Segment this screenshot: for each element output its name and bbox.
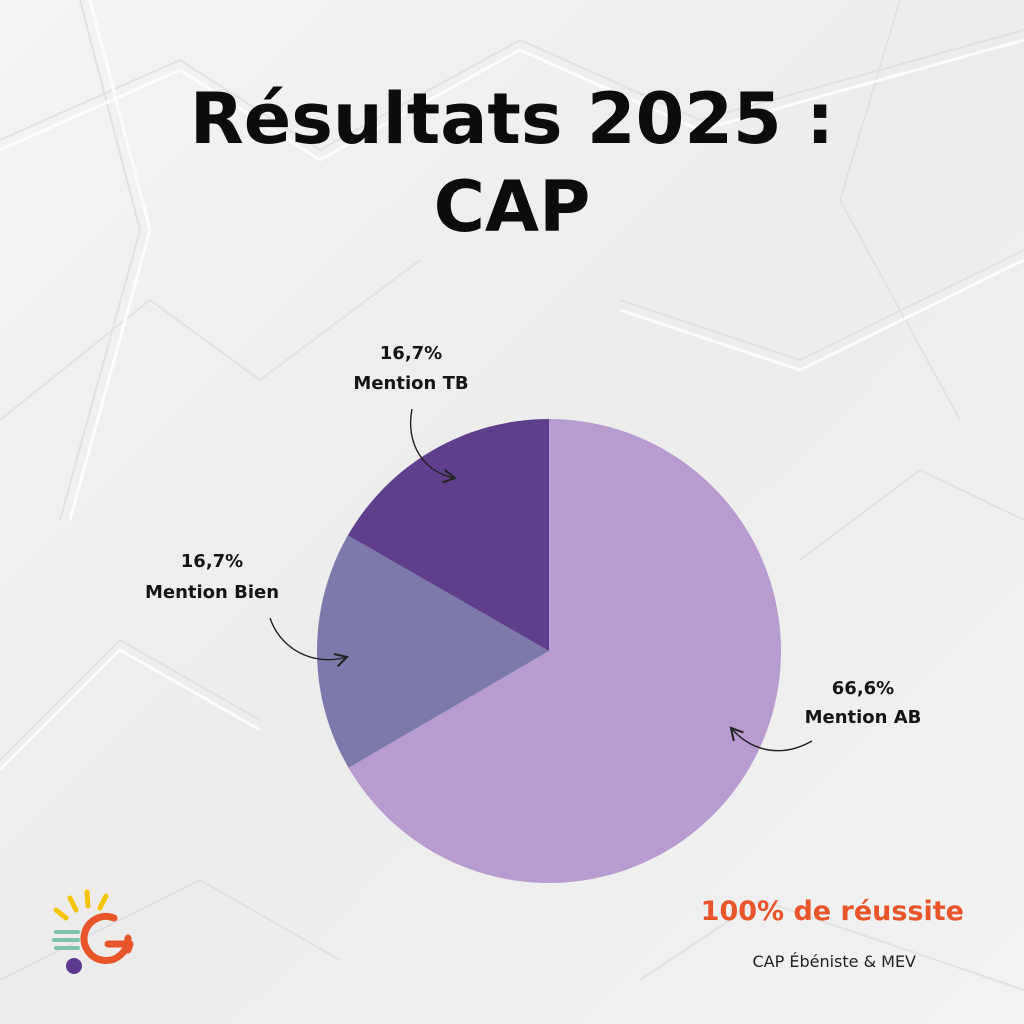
slice-name-label-bien: Mention Bien (145, 582, 279, 603)
success-rate-highlight: 100% de réussite (700, 896, 964, 927)
slice-value-label-bien: 16,7% (181, 551, 243, 572)
logo-letter-g (80, 913, 134, 964)
slice-value-label-ab: 66,6% (832, 678, 894, 699)
pie-slice-mention-bien (317, 535, 549, 768)
slice-name-label-tb: Mention TB (353, 373, 468, 394)
page-title-line-1: Résultats 2025 : (189, 78, 835, 160)
page-title-line-2: CAP (433, 166, 591, 248)
pie-slices (317, 419, 781, 884)
logo-dot (66, 958, 82, 974)
logo-rays (53, 889, 109, 921)
logo-lines (52, 930, 80, 950)
arrow-ab (729, 726, 813, 752)
pie-slice-mention-tb (347, 419, 549, 651)
arrow-tb (410, 408, 458, 484)
slice-value-label-tb: 16,7% (380, 343, 442, 364)
programs-subtext: CAP Ébéniste & MEV (752, 952, 916, 971)
pie-slice-mention-ab (348, 419, 781, 884)
sun-g-logo-icon (52, 889, 134, 974)
arrow-bien (269, 617, 350, 668)
slice-name-label-ab: Mention AB (805, 707, 922, 728)
